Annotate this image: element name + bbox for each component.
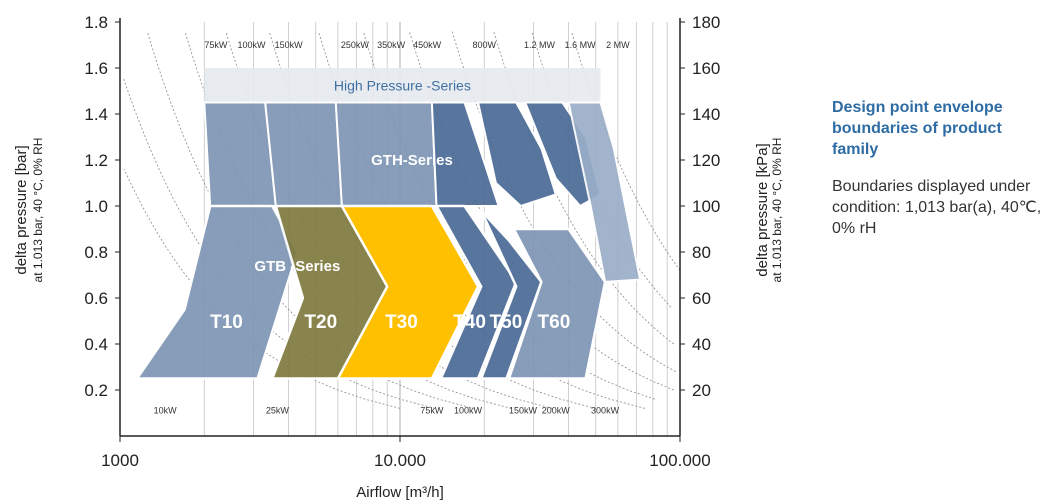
tier-label: T10 (210, 312, 243, 333)
high-pressure-series: High Pressure -Series (204, 68, 601, 103)
y-tick-right: 20 (692, 381, 711, 400)
tier-label: T40 (453, 312, 486, 333)
x-tick-label: 1000 (101, 451, 139, 470)
y-axis-left-sublabel: at 1.013 bar, 40 °C, 0% RH (31, 138, 45, 283)
gth-band (264, 101, 343, 207)
tier-label: T60 (538, 312, 571, 333)
gtb-band (336, 204, 480, 380)
x-axis-label: Airflow [m³/h] (356, 484, 444, 501)
power-label-top: 150kW (275, 40, 304, 50)
power-label-top: 2 MW (606, 40, 630, 50)
power-label-bottom: 300kW (591, 406, 620, 416)
power-label-top: 800W (473, 40, 497, 50)
tier-label: T30 (385, 312, 418, 333)
gth-series-label: GTH-Series (371, 152, 453, 169)
side-note-title: Design point envelope boundaries of prod… (832, 99, 1003, 158)
y-tick-left: 0.8 (84, 243, 108, 262)
power-label-top: 250kW (341, 40, 370, 50)
chart: High Pressure -Series GTH-Series GTB -Ser… (13, 13, 784, 501)
high-pressure-label: High Pressure -Series (334, 77, 471, 93)
gth-band (203, 101, 277, 207)
y-tick-right: 160 (692, 59, 720, 78)
side-note-body: Boundaries displayed under condition: 1,… (832, 178, 1042, 237)
y-tick-left: 1.0 (84, 197, 108, 216)
power-label-bottom: 25kW (266, 406, 290, 416)
tier-label: T20 (304, 312, 337, 333)
y-tick-right: 180 (692, 13, 720, 32)
gtb-band (479, 209, 543, 380)
x-tick-label: 100.000 (649, 451, 710, 470)
gth-band (430, 101, 500, 207)
y-tick-left: 1.6 (84, 59, 108, 78)
gtb-band (435, 204, 518, 380)
power-label-bottom: 150kW (509, 406, 538, 416)
power-label-top: 450kW (413, 40, 442, 50)
y-tick-right: 40 (692, 335, 711, 354)
power-labels: 75kW 100kW 150kW 250kW 350kW 450kW 800W 1.2 MW 1… (154, 40, 630, 416)
high-pressure-band (204, 68, 601, 103)
power-label-bottom: 75kW (420, 406, 444, 416)
y-tick-right: 100 (692, 197, 720, 216)
y-tick-left: 1.8 (84, 13, 108, 32)
series-labels: GTH-Series GTB -Series T10 T20 T30 T40 T50 T60 (210, 152, 570, 333)
power-label-top: 1.6 MW (565, 40, 597, 50)
side-note: Design point envelope boundaries of prod… (832, 97, 1044, 239)
gtb-band (507, 227, 607, 380)
power-label-bottom: 200kW (542, 406, 571, 416)
y-tick-left: 1.4 (84, 105, 108, 124)
power-label-bottom: 10kW (154, 406, 178, 416)
y-tick-right: 120 (692, 151, 720, 170)
gth-series (203, 101, 642, 283)
power-label-top: 1.2 MW (524, 40, 556, 50)
y-tick-left: 0.2 (84, 381, 108, 400)
gtb-series-label: GTB -Series (254, 258, 340, 275)
y-tick-left: 0.6 (84, 289, 108, 308)
y-tick-left: 0.4 (84, 335, 108, 354)
gth-band (477, 101, 557, 207)
y-tick-right: 60 (692, 289, 711, 308)
power-label-top: 100kW (238, 40, 267, 50)
power-label-top: 350kW (377, 40, 406, 50)
y-axis-right-label: delta pressure [kPa] (754, 143, 771, 276)
gtb-band (135, 204, 299, 380)
y-axis-right-sublabel: at 1.013 bar, 40 °C, 0% RH (770, 138, 784, 283)
y-tick-right: 140 (692, 105, 720, 124)
x-tick-label: 10.000 (374, 451, 426, 470)
y-tick-right: 80 (692, 243, 711, 262)
gtb-series (135, 204, 607, 380)
gth-band (567, 101, 642, 283)
y-axis-left-label: delta pressure [bar] (13, 145, 30, 274)
tier-label: T50 (490, 312, 523, 333)
tick-labels: 0.2 0.4 0.6 0.8 1.0 1.2 1.4 1.6 1.8 20 40 60 80 100 12… (84, 13, 720, 470)
power-label-bottom: 100kW (454, 406, 483, 416)
power-label-top: 75kW (204, 40, 228, 50)
y-tick-left: 1.2 (84, 151, 108, 170)
